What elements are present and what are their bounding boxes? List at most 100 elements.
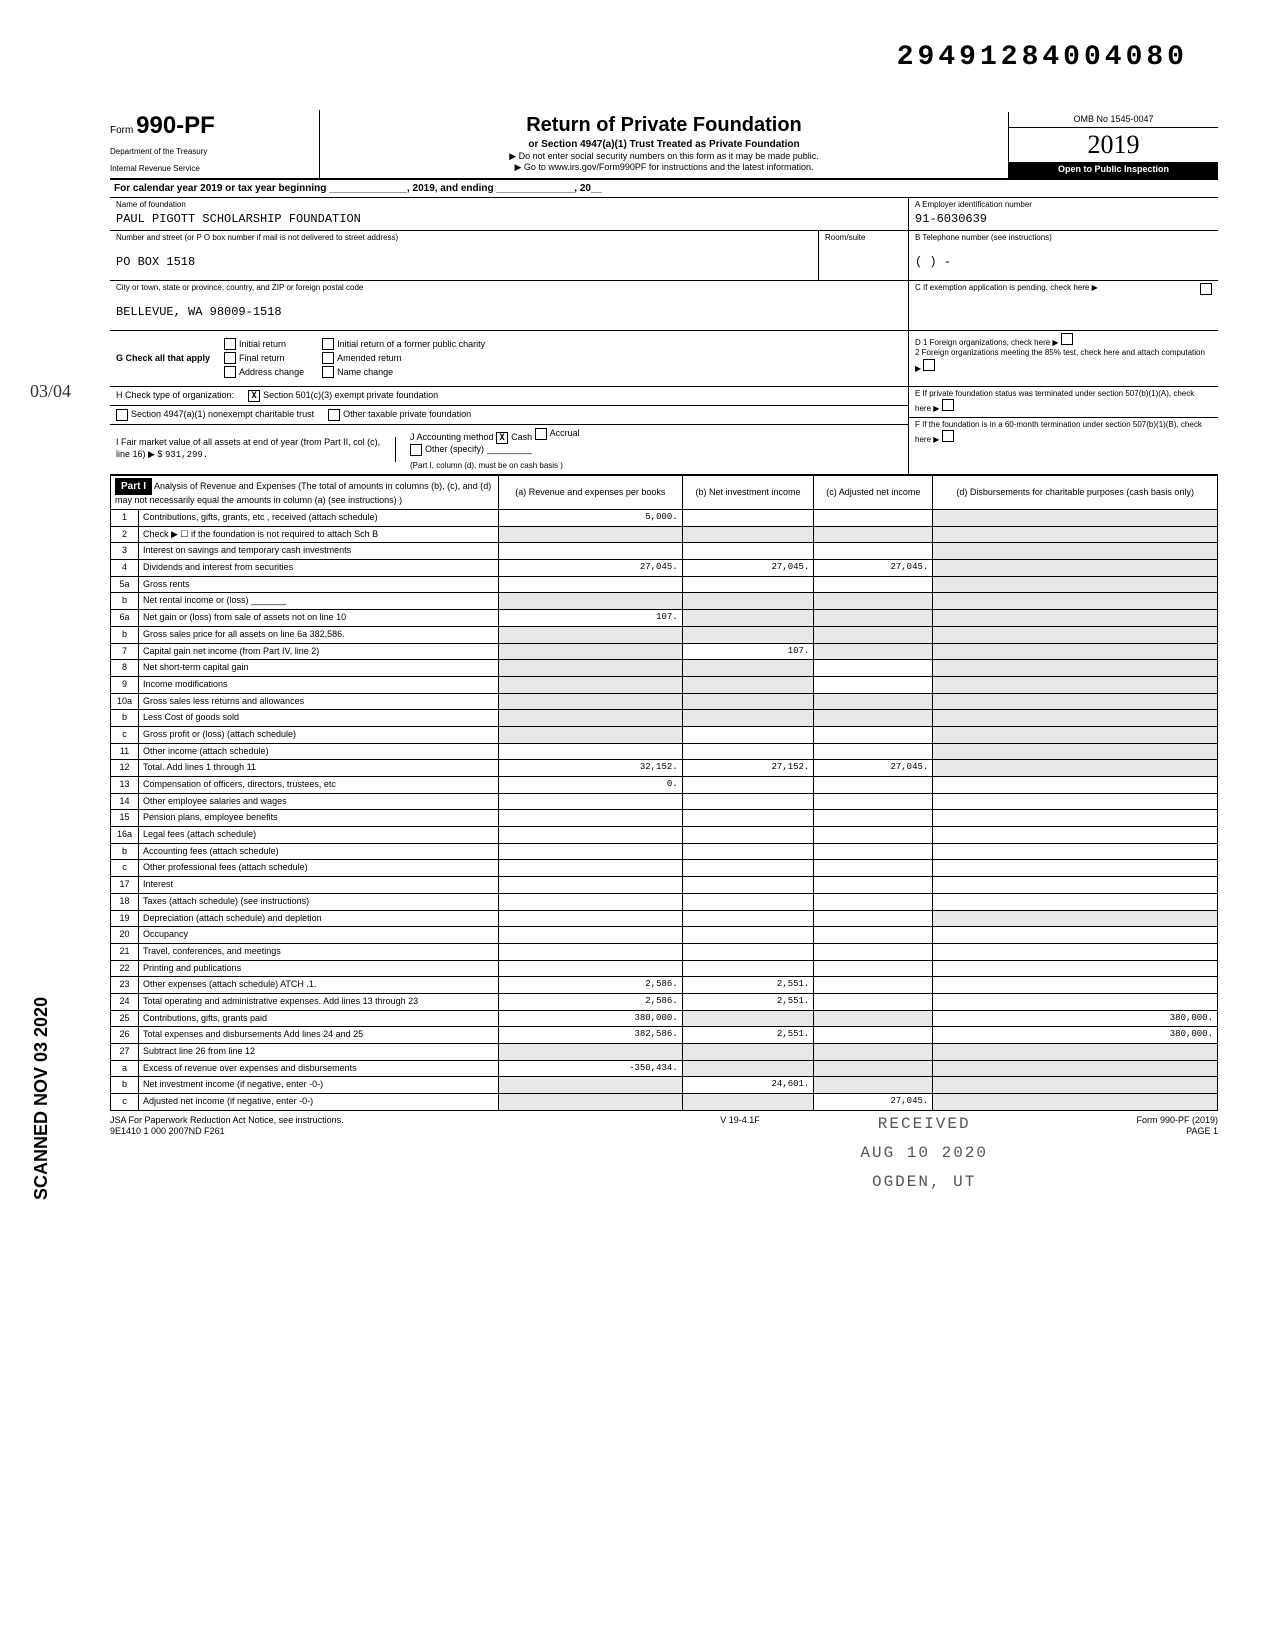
cell-col-c (814, 1010, 933, 1027)
cell-col-b (682, 827, 814, 844)
table-row: 12Total. Add lines 1 through 1132,152.27… (111, 760, 1218, 777)
form-prefix: Form (110, 125, 133, 136)
table-row: 20Occupancy (111, 927, 1218, 944)
table-row: 11Other income (attach schedule) (111, 743, 1218, 760)
page-footer: JSA For Paperwork Reduction Act Notice, … (110, 1115, 1218, 1138)
cell-col-c (814, 1044, 933, 1061)
cell-col-a (499, 1077, 683, 1094)
table-row: 17Interest (111, 877, 1218, 894)
row-number: 24 (111, 993, 139, 1010)
cell-col-b (682, 777, 814, 794)
checkbox-4947a1[interactable] (116, 409, 128, 421)
cell-col-b (682, 626, 814, 643)
cell-col-b (682, 843, 814, 860)
scanned-stamp: SCANNED NOV 03 2020 (30, 997, 53, 1200)
phone-label: B Telephone number (see instructions) (915, 233, 1212, 243)
cell-col-d (933, 510, 1218, 527)
row-number: 15 (111, 810, 139, 827)
table-row: 9Income modifications (111, 676, 1218, 693)
checkbox-cash[interactable]: X (496, 432, 508, 444)
row-description: Travel, conferences, and meetings (139, 943, 499, 960)
row-description: Capital gain net income (from Part IV, l… (139, 643, 499, 660)
cell-col-b (682, 526, 814, 543)
row-description: Occupancy (139, 927, 499, 944)
row-number: 18 (111, 893, 139, 910)
table-row: 15Pension plans, employee benefits (111, 810, 1218, 827)
form-header: Form 990-PF Department of the Treasury I… (110, 110, 1218, 180)
cell-col-c (814, 676, 933, 693)
checkbox-name-change[interactable] (322, 366, 334, 378)
cell-col-b (682, 793, 814, 810)
cell-col-d (933, 777, 1218, 794)
cell-col-d (933, 760, 1218, 777)
checkbox-c[interactable] (1200, 283, 1212, 295)
checkbox-amended[interactable] (322, 352, 334, 364)
h-label: H Check type of organization: (116, 390, 234, 402)
cell-col-b (682, 593, 814, 610)
row-number: 11 (111, 743, 139, 760)
cell-col-a (499, 526, 683, 543)
row-description: Less Cost of goods sold (139, 710, 499, 727)
cell-col-c: 27,045. (814, 1094, 933, 1111)
cell-col-b: 2,551. (682, 993, 814, 1010)
checkbox-former-charity[interactable] (322, 338, 334, 350)
cell-col-a (499, 593, 683, 610)
cell-col-d (933, 1044, 1218, 1061)
cell-col-a (499, 827, 683, 844)
cell-col-c: 27,045. (814, 560, 933, 577)
checkbox-d2[interactable] (923, 359, 935, 371)
cell-col-c (814, 1077, 933, 1094)
row-number: 4 (111, 560, 139, 577)
footer-page: PAGE 1 (1136, 1126, 1218, 1138)
cell-col-a: 380,000. (499, 1010, 683, 1027)
checkbox-final-return[interactable] (224, 352, 236, 364)
table-row: 2Check ▶ ☐ if the foundation is not requ… (111, 526, 1218, 543)
col-d-header: (d) Disbursements for charitable purpose… (933, 476, 1218, 510)
row-number: 6a (111, 610, 139, 627)
row-description: Gross sales less returns and allowances (139, 693, 499, 710)
document-id: 29491284004080 (897, 40, 1188, 76)
cell-col-b (682, 543, 814, 560)
checkbox-other-taxable[interactable] (328, 409, 340, 421)
row-description: Subtract line 26 from line 12 (139, 1044, 499, 1061)
cell-col-d (933, 827, 1218, 844)
table-row: 24Total operating and administrative exp… (111, 993, 1218, 1010)
checkbox-initial-return[interactable] (224, 338, 236, 350)
cell-col-b: 27,045. (682, 560, 814, 577)
row-description: Income modifications (139, 676, 499, 693)
cell-col-a (499, 726, 683, 743)
row-number: 8 (111, 660, 139, 677)
cell-col-c (814, 860, 933, 877)
checkbox-accrual[interactable] (535, 428, 547, 440)
row-number: 27 (111, 1044, 139, 1061)
row-number: 12 (111, 760, 139, 777)
cell-col-b (682, 610, 814, 627)
row-number: 13 (111, 777, 139, 794)
e-label: E If private foundation status was termi… (915, 389, 1194, 413)
h-opt3: Other taxable private foundation (343, 409, 471, 421)
row-number: 16a (111, 827, 139, 844)
checkbox-d1[interactable] (1061, 333, 1073, 345)
cell-col-b (682, 943, 814, 960)
cell-col-c (814, 610, 933, 627)
checkbox-address-change[interactable] (224, 366, 236, 378)
cell-col-c (814, 643, 933, 660)
row-description: Net investment income (if negative, ente… (139, 1077, 499, 1094)
footer-version: V 19-4.1F (720, 1115, 760, 1138)
checkbox-501c3[interactable]: X (248, 390, 260, 402)
table-row: cGross profit or (loss) (attach schedule… (111, 726, 1218, 743)
row-number: 21 (111, 943, 139, 960)
name-label: Name of foundation (116, 200, 902, 210)
col-a-header: (a) Revenue and expenses per books (499, 476, 683, 510)
checkbox-f[interactable] (942, 430, 954, 442)
ein-label: A Employer identification number (915, 200, 1212, 210)
part1-title: Analysis of Revenue and Expenses (The to… (115, 481, 491, 505)
cell-col-a (499, 927, 683, 944)
checkbox-e[interactable] (942, 399, 954, 411)
row-description: Adjusted net income (if negative, enter … (139, 1094, 499, 1111)
cell-col-b (682, 860, 814, 877)
cell-col-d (933, 893, 1218, 910)
checkbox-other-method[interactable] (410, 444, 422, 456)
cell-col-d (933, 877, 1218, 894)
stamp-received: RECEIVED (860, 1110, 988, 1139)
